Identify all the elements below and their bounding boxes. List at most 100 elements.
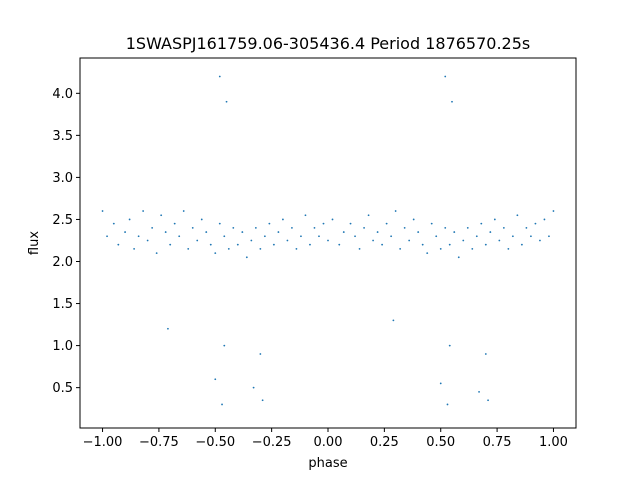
data-point <box>259 353 262 355</box>
data-point <box>462 239 465 242</box>
data-point <box>169 243 172 246</box>
data-point <box>448 344 451 347</box>
data-point <box>349 222 352 225</box>
data-point <box>300 235 302 238</box>
data-point <box>272 243 275 246</box>
data-point <box>214 252 217 254</box>
data-point <box>358 247 361 250</box>
data-point <box>261 399 264 402</box>
data-point <box>218 222 221 225</box>
data-point <box>484 353 487 355</box>
data-point <box>475 235 478 238</box>
data-point <box>484 243 487 246</box>
data-point <box>457 256 460 259</box>
data-point <box>205 231 208 233</box>
data-point <box>390 235 393 238</box>
x-tick-label: −0.25 <box>252 435 292 450</box>
data-point <box>196 239 199 242</box>
x-tick-label: −1.00 <box>83 435 123 450</box>
data-point <box>155 252 158 254</box>
data-point <box>318 235 320 238</box>
y-tick-label: 4.0 <box>52 87 73 102</box>
data-point <box>178 235 181 238</box>
data-point <box>408 239 411 242</box>
x-tick-label: 0.25 <box>370 435 399 450</box>
data-point <box>444 75 447 78</box>
data-point <box>182 210 185 212</box>
y-tick-label: 1.0 <box>52 339 73 354</box>
data-point <box>511 235 514 238</box>
data-point <box>245 256 248 259</box>
data-point <box>146 239 149 242</box>
data-point <box>489 231 492 233</box>
data-point <box>137 235 140 238</box>
data-point <box>282 218 284 221</box>
data-point <box>232 226 235 229</box>
x-tick-label: 1.00 <box>539 435 568 450</box>
data-point <box>399 247 402 250</box>
data-point <box>435 235 438 238</box>
data-point <box>372 239 374 242</box>
x-tick-label: 0.75 <box>483 435 512 450</box>
data-point <box>142 210 145 212</box>
y-tick-label: 1.5 <box>52 297 73 312</box>
data-point <box>354 235 356 238</box>
y-axis-title: flux <box>27 231 42 255</box>
y-tick-label: 2.0 <box>52 255 73 270</box>
data-point <box>487 399 489 402</box>
data-point <box>221 403 223 406</box>
data-point <box>530 235 532 238</box>
data-point <box>151 226 154 229</box>
data-point <box>322 222 325 225</box>
data-point <box>448 243 451 246</box>
data-point <box>268 222 271 225</box>
data-point <box>507 247 510 250</box>
data-point <box>236 243 239 246</box>
data-point <box>471 247 474 250</box>
x-tick-label: 0.00 <box>314 435 343 450</box>
data-point <box>106 235 108 238</box>
data-point <box>417 231 420 233</box>
data-point <box>241 231 244 233</box>
data-point <box>363 226 365 229</box>
data-point <box>439 382 442 385</box>
data-point <box>430 222 433 225</box>
data-point <box>124 231 126 233</box>
data-point <box>342 231 345 233</box>
x-tick-label: −0.50 <box>195 435 235 450</box>
y-axis: 0.5 1.0 1.5 2.0 2.5 3.0 3.5 4.0 <box>52 87 80 396</box>
data-point <box>160 214 163 217</box>
data-point <box>295 247 298 250</box>
data-point <box>313 226 316 229</box>
data-point <box>466 226 469 229</box>
x-tick-label: 0.50 <box>426 435 455 450</box>
data-point <box>480 222 483 225</box>
data-point <box>304 214 307 217</box>
data-point <box>439 247 442 250</box>
data-point <box>254 226 257 229</box>
data-point <box>191 226 194 229</box>
data-point <box>167 327 169 330</box>
data-point <box>498 239 501 242</box>
data-point <box>385 222 388 225</box>
data-point <box>520 243 523 246</box>
data-point <box>263 235 266 238</box>
data-point <box>117 243 120 246</box>
data-point <box>502 226 505 229</box>
x-axis: −1.00 −0.75 −0.50 −0.25 0.00 0.25 0.50 0.75 1.00 <box>83 428 568 450</box>
data-point <box>426 252 429 254</box>
scatter-points <box>101 75 555 406</box>
data-point <box>227 247 230 250</box>
data-point <box>214 378 217 381</box>
data-point <box>338 243 341 246</box>
data-point <box>209 243 212 246</box>
data-point <box>394 210 397 212</box>
data-point <box>164 231 167 233</box>
data-point <box>534 222 537 225</box>
x-tick-label: −0.75 <box>139 435 179 450</box>
y-tick-label: 3.0 <box>52 171 73 186</box>
data-point <box>543 218 546 221</box>
data-point <box>403 226 406 229</box>
data-point <box>552 210 555 212</box>
